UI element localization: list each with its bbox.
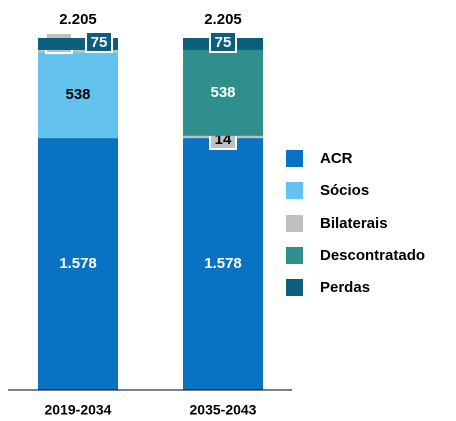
legend-swatch [286,150,303,167]
data-label: 1.578 [59,255,97,272]
data-label: 538 [210,84,235,101]
bar-segment [38,38,118,50]
label-box [209,30,237,53]
legend-swatch [286,247,303,264]
x-tick-label: 2019-2034 [45,402,112,418]
legend-swatch [286,215,303,232]
bar-segment [183,138,263,390]
data-label: 75 [215,34,232,51]
bar-segment [38,52,118,139]
legend-label: ACR [320,150,353,167]
bar-segment [38,49,118,53]
label-box [85,30,113,53]
legend-label: Descontratado [320,247,425,264]
legend-label: Sócios [320,182,369,199]
bar-segment [38,138,118,390]
x-tick-label: 2035-2043 [190,402,257,418]
legend-swatch [286,182,303,199]
data-label: 75 [91,34,108,51]
bar-segment [183,49,263,136]
data-label: 538 [65,86,90,103]
data-label: 1.578 [204,255,242,272]
total-label: 2.205 [59,11,97,28]
legend-label: Perdas [320,279,370,296]
total-label: 2.205 [204,11,242,28]
legend-swatch [286,279,303,296]
legend-label: Bilaterais [320,215,388,232]
